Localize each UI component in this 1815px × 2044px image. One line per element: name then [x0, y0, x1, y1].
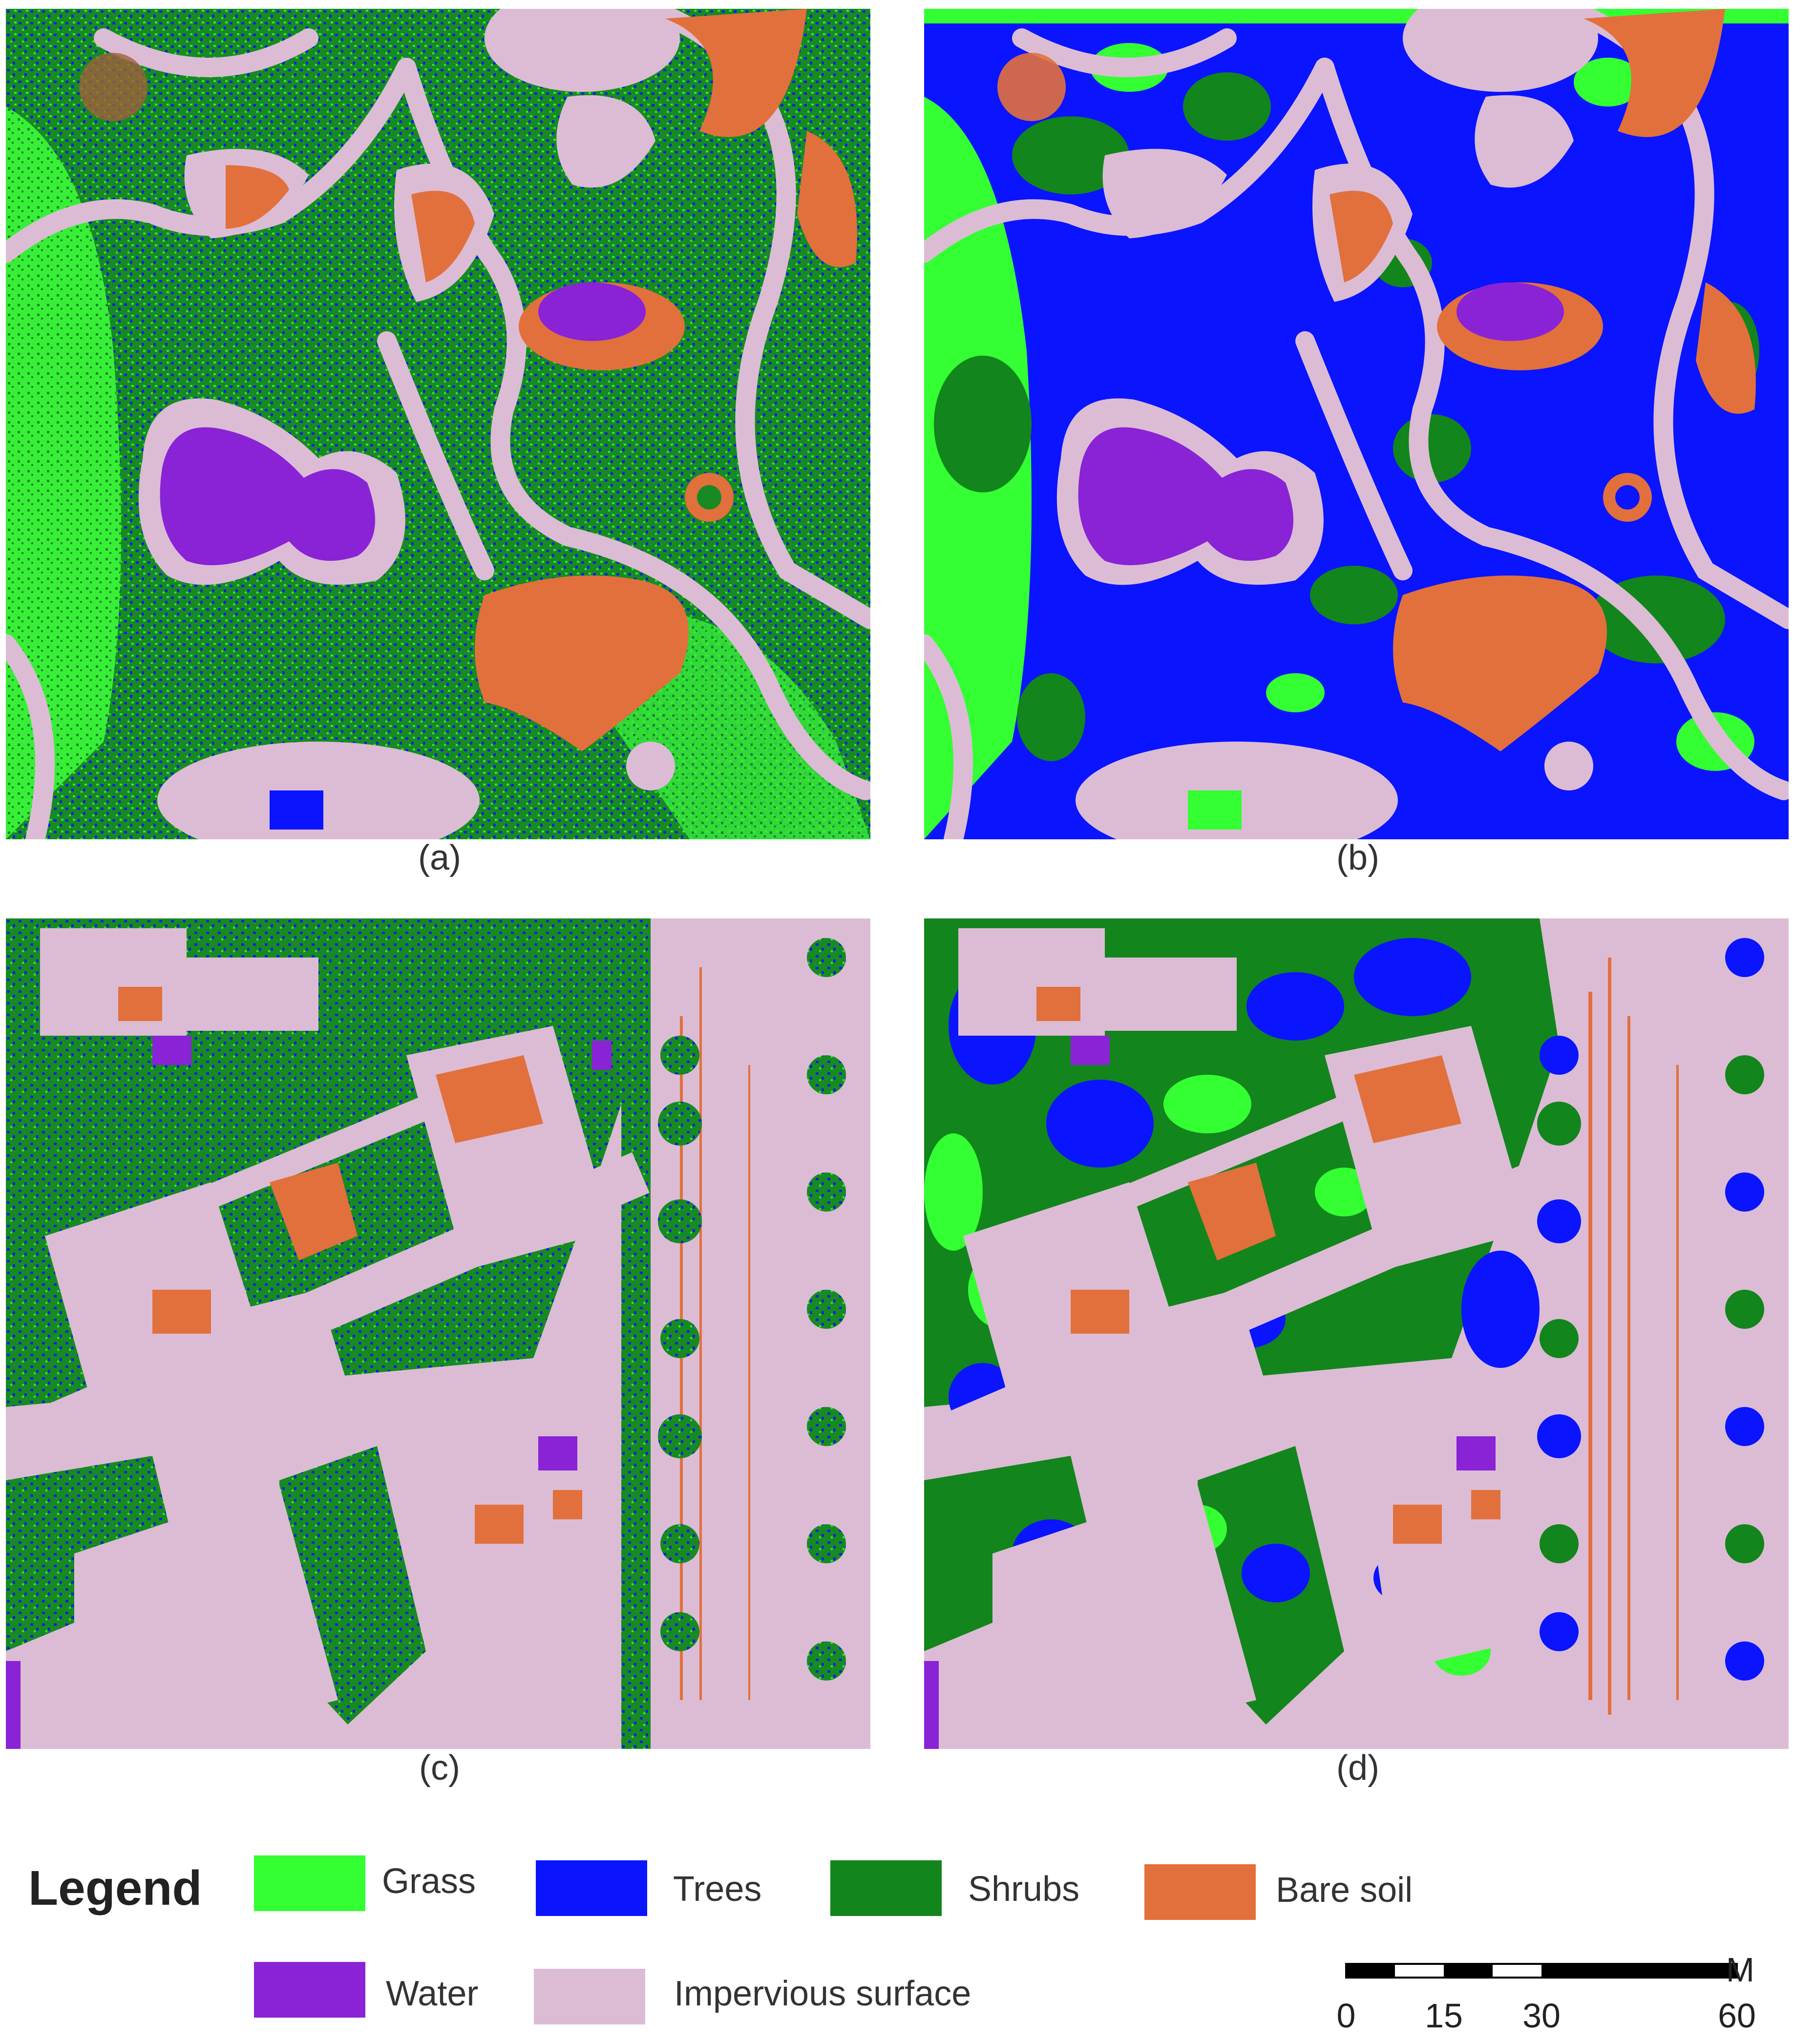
- legend-label-trees: Trees: [673, 1870, 762, 1909]
- scale-tick-15: 15: [1425, 1997, 1463, 2035]
- classified-map-a: [6, 9, 870, 839]
- scale-bar: 0 15 30 60 M: [1309, 1954, 1758, 2044]
- map-panel-b: [924, 9, 1789, 839]
- scale-tick-60: 60: [1718, 1997, 1756, 2035]
- panel-caption-c: (c): [419, 1748, 460, 1788]
- legend-label-bare-soil: Bare soil: [1276, 1871, 1413, 1910]
- legend-swatch-trees: [536, 1860, 647, 1916]
- scale-bar-graphic: 0 15 30 60 M: [1337, 1954, 1756, 2035]
- map-panel-a: [6, 9, 870, 839]
- panel-caption-a: (a): [418, 838, 461, 877]
- map-panel-c: [6, 918, 870, 1749]
- scale-unit: M: [1726, 1954, 1754, 1989]
- map-panel-d: [924, 918, 1789, 1749]
- legend-title: Legend: [28, 1861, 202, 1916]
- panel-caption-b: (b): [1336, 838, 1379, 877]
- legend-swatch-shrubs: [830, 1860, 942, 1916]
- scale-tick-30: 30: [1522, 1997, 1561, 2035]
- legend-label-impervious: Impervious surface: [674, 1974, 971, 2013]
- classified-map-b: [924, 9, 1789, 839]
- classified-map-c: [6, 918, 870, 1749]
- scale-tick-0: 0: [1337, 1997, 1356, 2035]
- legend-swatch-impervious: [534, 1969, 645, 2024]
- legend-label-water: Water: [386, 1974, 479, 2013]
- legend-swatch-bare-soil: [1144, 1864, 1256, 1920]
- legend-swatch-grass: [254, 1855, 365, 1911]
- classified-map-d: [924, 918, 1789, 1749]
- legend-label-grass: Grass: [382, 1862, 476, 1901]
- legend-swatch-water: [254, 1962, 365, 2018]
- legend-label-shrubs: Shrubs: [968, 1870, 1080, 1909]
- panel-caption-d: (d): [1336, 1748, 1379, 1788]
